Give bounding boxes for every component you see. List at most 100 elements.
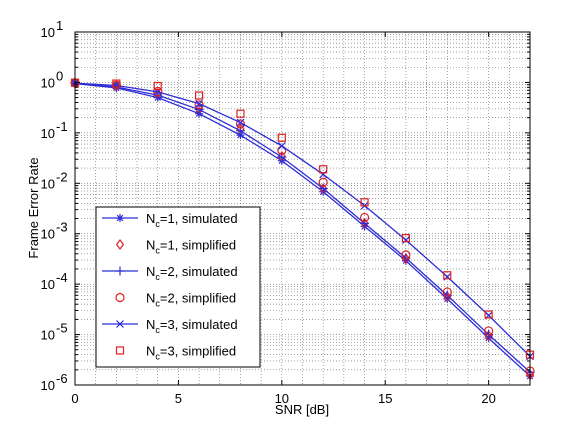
data-point <box>153 81 162 91</box>
series-layer <box>70 77 535 381</box>
legend-label-rest: =3, simulated <box>160 317 238 332</box>
y-tick-label: 10 <box>41 176 55 191</box>
data-point <box>153 81 162 91</box>
data-point <box>319 165 328 174</box>
data-point <box>443 271 452 280</box>
data-point <box>277 133 286 142</box>
data-point <box>484 326 494 336</box>
data-point <box>443 271 452 280</box>
legend-marker <box>116 320 124 328</box>
legend-label-rest: =2, simplified <box>160 291 236 306</box>
legend-label-rest: =3, simplified <box>160 344 236 359</box>
data-point <box>319 170 328 179</box>
plot-frame <box>74 31 531 386</box>
legend-label-sub: c <box>155 325 160 335</box>
legend-label-rest: =2, simulated <box>160 264 238 279</box>
data-point <box>195 99 204 108</box>
legend-label-rest: =1, simulated <box>160 211 238 226</box>
x-tick-label: 20 <box>481 391 495 406</box>
legend-label-sub: c <box>155 246 160 256</box>
legend-label-sub: c <box>155 272 160 282</box>
data-point <box>401 233 411 243</box>
legend-label: Nc=3, simulated <box>146 317 238 335</box>
legend-marker <box>115 292 125 303</box>
data-point <box>235 119 246 129</box>
legend-entry: Nc=3, simplified <box>115 344 236 362</box>
y-tick-label-exponent: 0 <box>56 68 63 83</box>
data-point <box>194 91 204 100</box>
legend-marker <box>115 239 125 250</box>
legend-marker <box>115 239 125 250</box>
legend-label-main: N <box>146 344 155 359</box>
legend-label-main: N <box>146 238 155 253</box>
data-point <box>442 287 452 297</box>
data-point <box>319 165 328 174</box>
data-point <box>277 142 286 150</box>
data-point <box>319 170 328 179</box>
data-point <box>112 79 121 88</box>
x-tick-label: 15 <box>378 391 392 406</box>
y-tick-label-exponent: -3 <box>56 220 68 235</box>
legend-marker <box>115 292 125 303</box>
data-point <box>442 287 452 297</box>
legend-entry: Nc=1, simplified <box>115 238 236 256</box>
legend-label: Nc=1, simplified <box>146 238 236 256</box>
legend-label-main: N <box>146 317 155 332</box>
data-point <box>360 198 369 207</box>
y-tick-label: 10 <box>41 25 55 40</box>
data-point <box>112 79 121 88</box>
legend-marker <box>115 266 125 276</box>
y-tick-label-exponent: -6 <box>56 371 68 386</box>
data-point <box>236 118 245 127</box>
data-point <box>401 250 411 260</box>
legend-label: Nc=2, simulated <box>146 264 238 282</box>
y-tick-label: 10 <box>41 328 55 343</box>
data-point <box>236 118 245 127</box>
y-tick-label: 10 <box>41 227 55 242</box>
y-tick-label: 10 <box>41 75 55 90</box>
y-tick-label: 10 <box>41 126 55 141</box>
data-point <box>112 81 121 90</box>
data-point <box>194 91 204 100</box>
data-point <box>484 326 494 336</box>
legend-label-sub: c <box>155 299 160 309</box>
legend-entry: Nc=1, simulated <box>102 211 238 229</box>
data-point <box>360 218 370 228</box>
x-tick-label: 0 <box>71 391 78 406</box>
data-point <box>401 253 411 265</box>
x-tick-label: 10 <box>275 391 289 406</box>
legend-label-main: N <box>146 211 155 226</box>
legend-label: Nc=2, simplified <box>146 291 236 309</box>
legend-label: Nc=1, simulated <box>146 211 238 229</box>
data-point <box>401 250 411 260</box>
y-axis-label: Frame Error Rate <box>26 157 41 258</box>
y-tick-label: 10 <box>41 277 55 292</box>
legend-entry: Nc=2, simplified <box>115 291 236 309</box>
data-point <box>484 310 493 319</box>
legend-entry: Nc=2, simulated <box>102 264 238 282</box>
legend-marker <box>115 346 125 355</box>
y-tick-label-exponent: -2 <box>56 169 68 184</box>
legend-label-sub: c <box>155 219 160 229</box>
legend-marker <box>116 320 124 328</box>
y-tick-label-exponent: -1 <box>56 119 68 134</box>
data-point <box>318 177 328 187</box>
data-point <box>195 99 204 108</box>
data-point <box>277 133 286 142</box>
data-point <box>235 119 246 129</box>
data-point <box>112 81 121 90</box>
legend-entry: Nc=3, simulated <box>102 317 238 335</box>
legend-marker <box>116 214 124 222</box>
data-point <box>194 105 204 115</box>
x-axis-label: SNR [dB] <box>275 402 329 417</box>
legend-box <box>95 206 261 368</box>
data-point <box>318 183 328 193</box>
data-point <box>277 142 286 150</box>
y-tick-label-exponent: -4 <box>56 270 68 285</box>
ticks <box>74 31 530 386</box>
data-point <box>236 109 245 118</box>
data-point <box>360 198 369 207</box>
